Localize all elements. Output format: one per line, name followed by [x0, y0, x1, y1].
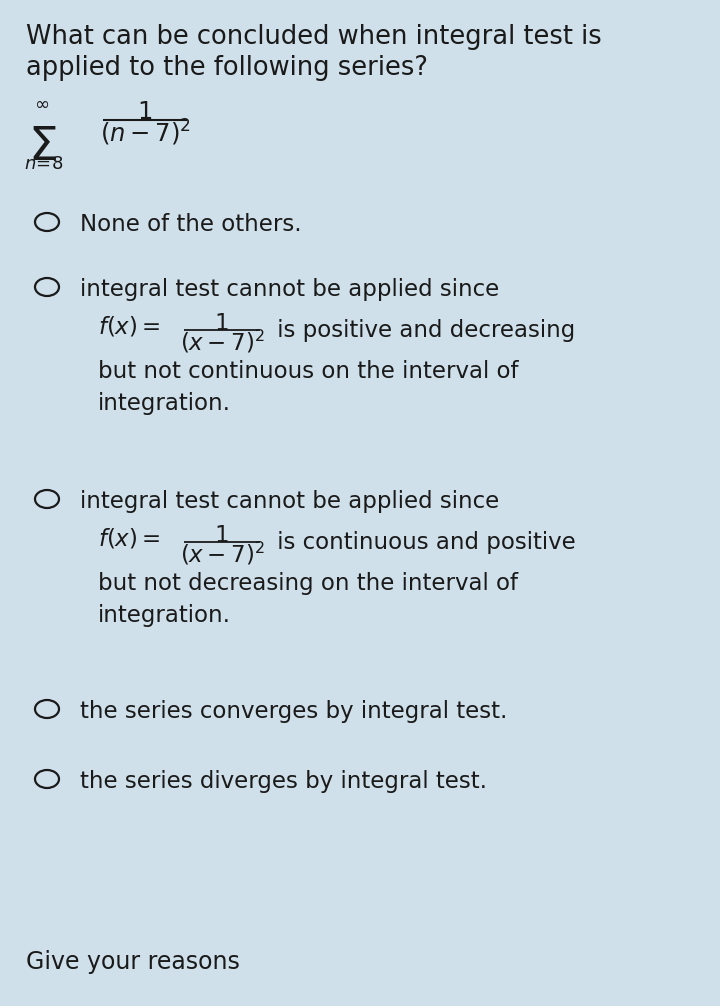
Text: $(x-7)^2$: $(x-7)^2$: [179, 328, 264, 355]
Text: the series converges by integral test.: the series converges by integral test.: [80, 700, 508, 723]
Text: 1: 1: [138, 100, 153, 124]
Text: is continuous and positive: is continuous and positive: [270, 531, 576, 554]
Text: integral test cannot be applied since: integral test cannot be applied since: [80, 278, 499, 301]
Text: the series diverges by integral test.: the series diverges by integral test.: [80, 770, 487, 793]
Text: $f(x) =$: $f(x) =$: [98, 314, 161, 338]
Text: 1: 1: [215, 524, 229, 547]
Text: Give your reasons: Give your reasons: [26, 950, 240, 974]
Text: but not continuous on the interval of: but not continuous on the interval of: [98, 360, 518, 383]
Text: $(x-7)^2$: $(x-7)^2$: [179, 540, 264, 567]
Text: None of the others.: None of the others.: [80, 213, 302, 236]
Text: $(n-7)^2$: $(n-7)^2$: [99, 118, 190, 148]
Text: is positive and decreasing: is positive and decreasing: [270, 319, 575, 342]
Text: applied to the following series?: applied to the following series?: [26, 55, 428, 81]
Text: $\Sigma$: $\Sigma$: [28, 125, 57, 170]
Text: What can be concluded when integral test is: What can be concluded when integral test…: [26, 24, 602, 50]
Text: $n\!=\!8$: $n\!=\!8$: [24, 155, 64, 173]
Text: 1: 1: [215, 312, 229, 335]
Text: integration.: integration.: [98, 392, 231, 415]
Text: but not decreasing on the interval of: but not decreasing on the interval of: [98, 572, 518, 595]
Text: integral test cannot be applied since: integral test cannot be applied since: [80, 490, 499, 513]
Text: $f(x) =$: $f(x) =$: [98, 526, 161, 550]
Text: $\infty$: $\infty$: [34, 95, 49, 113]
Text: integration.: integration.: [98, 604, 231, 627]
